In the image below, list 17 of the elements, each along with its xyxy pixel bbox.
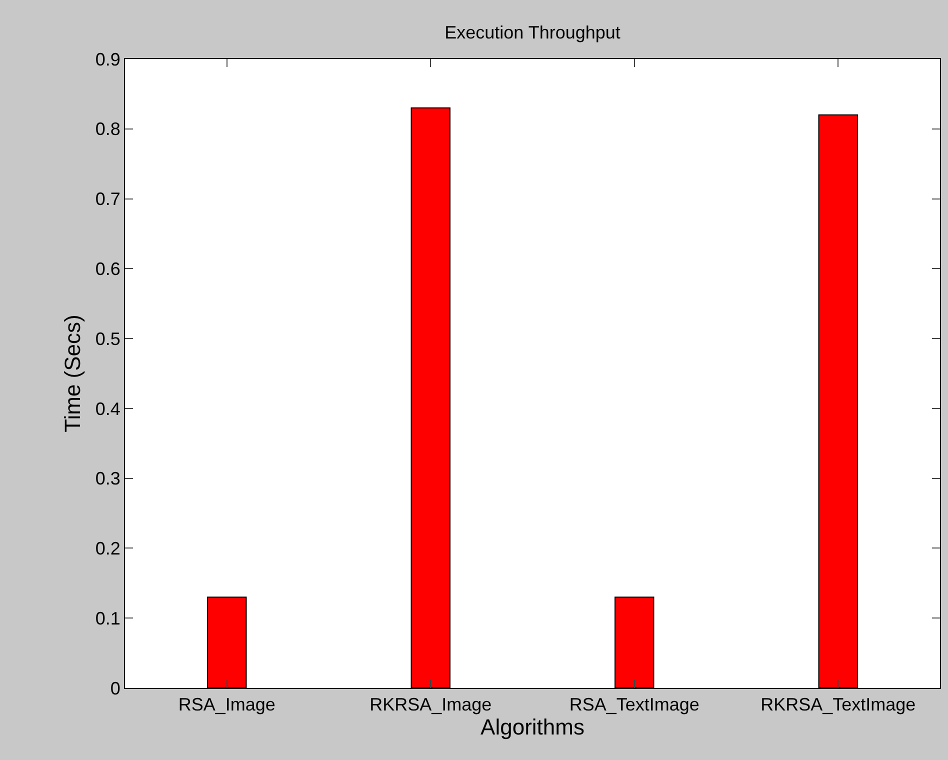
- y-tick-label: 0.6: [95, 258, 120, 279]
- y-tick-label: 0.7: [95, 189, 120, 210]
- y-tick-label: 0.3: [95, 468, 120, 489]
- y-tick-label: 0.1: [95, 608, 120, 628]
- x-tick-label: RSA_Image: [178, 694, 276, 715]
- x-axis-title: Algorithms: [480, 714, 584, 740]
- y-tick-label: 0.4: [95, 398, 120, 419]
- y-tick-label: 0.2: [95, 538, 120, 559]
- x-tick-label: RKRSA_TextImage: [760, 694, 916, 715]
- y-tick-label: 0.5: [95, 328, 120, 349]
- chart-title: Execution Throughput: [444, 22, 620, 42]
- y-axis-title: Time (Secs): [60, 314, 86, 432]
- x-tick-label: RKRSA_Image: [370, 694, 492, 715]
- y-tick-label: 0.8: [95, 119, 120, 140]
- x-tick-label: RSA_TextImage: [569, 694, 700, 715]
- y-tick-label: 0.9: [95, 49, 120, 70]
- y-tick-label: 0: [110, 678, 120, 698]
